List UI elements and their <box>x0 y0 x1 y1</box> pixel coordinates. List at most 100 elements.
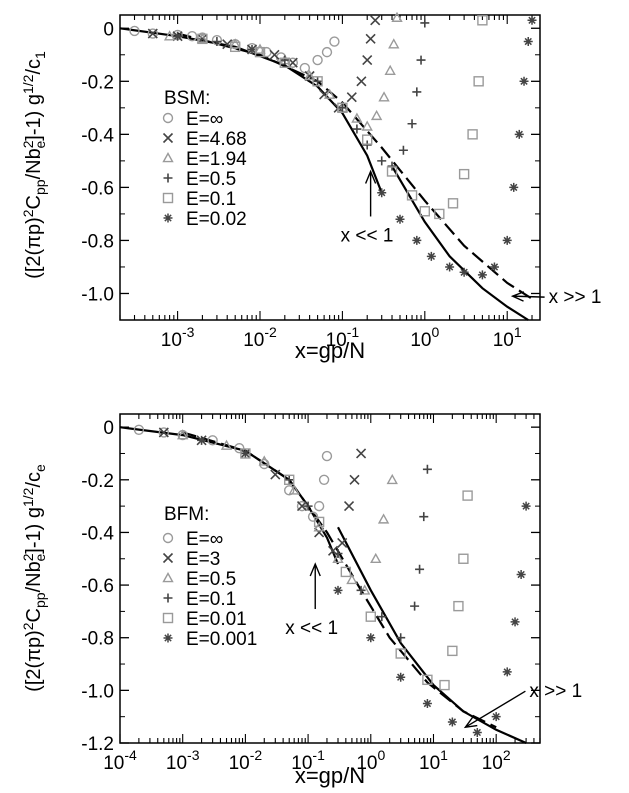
data-point <box>406 190 418 201</box>
data-point <box>288 484 300 495</box>
top-y-axis: 0 -0.2 -0.4 -0.6 -0.8 -1.0 <box>81 19 540 305</box>
legend-title: BFM: <box>164 504 209 525</box>
data-point <box>395 214 405 224</box>
svg-text:([2(πp)2Cpp/Nb2e]-1) g1/2/ce: ([2(πp)2Cpp/Nb2e]-1) g1/2/ce <box>20 464 48 692</box>
data-point <box>473 76 484 87</box>
data-point <box>313 76 323 86</box>
legend-label: E=∞ <box>186 529 223 550</box>
top-annotations: x << 1 x >> 1 <box>341 169 602 308</box>
legend-label: E=0.1 <box>186 189 236 210</box>
data-point <box>377 156 387 166</box>
legend-label: E=0.001 <box>186 629 257 650</box>
annotation-x-large: x >> 1 <box>549 287 602 308</box>
bottom-plot-frame <box>119 413 541 744</box>
data-point <box>434 208 445 220</box>
data-point <box>416 55 426 65</box>
data-point <box>422 674 433 686</box>
data-point <box>196 32 209 44</box>
bottom-panel: 0-0.2-0.4-0.6-0.8-1.0-1.2 10-4 10-3 10-2 10… <box>20 413 582 788</box>
data-point <box>337 103 347 113</box>
data-point <box>356 76 367 87</box>
data-point <box>514 129 524 139</box>
x-tick-label: 10-2 <box>229 747 263 774</box>
data-point <box>378 91 390 102</box>
data-point <box>362 55 373 66</box>
data-point <box>502 235 512 245</box>
data-point <box>177 429 189 440</box>
legend-marker <box>162 132 174 144</box>
annotation-x-small: x << 1 <box>285 618 338 639</box>
data-point <box>489 262 499 272</box>
data-point <box>133 424 145 435</box>
data-point <box>299 62 311 74</box>
data-point <box>163 30 176 41</box>
data-point <box>388 38 400 49</box>
data-point <box>240 448 250 458</box>
data-point <box>329 36 340 47</box>
data-point <box>398 145 408 155</box>
x-tick-label: 10-3 <box>166 747 200 774</box>
data-point <box>220 439 233 450</box>
data-point <box>412 87 422 97</box>
x-tick-label: 10-3 <box>161 324 195 351</box>
data-point <box>391 11 403 22</box>
data-point <box>234 443 245 454</box>
data-point <box>333 548 343 558</box>
legend-label: E=0.1 <box>186 589 236 610</box>
top-data-points <box>129 11 537 280</box>
top-panel: 0 -0.2 -0.4 -0.6 -0.8 -1.0 10-3 10-2 10-1 100 101… <box>20 11 602 363</box>
data-point <box>269 49 280 60</box>
bottom-y-axis: 0 -0.2 -0.4 -0.6 -0.8 -1.0 -1.2 <box>81 418 540 755</box>
legend-marker <box>163 593 173 603</box>
legend-marker <box>162 612 174 624</box>
data-point <box>396 633 406 643</box>
legend-title: BSM: <box>164 88 210 109</box>
data-point <box>370 109 383 121</box>
data-point <box>439 679 450 691</box>
curve-solid <box>337 526 527 745</box>
legend-label: E=0.01 <box>186 609 247 630</box>
data-point <box>420 18 430 28</box>
data-point <box>407 119 417 129</box>
data-point <box>303 70 316 81</box>
data-point <box>129 25 140 37</box>
top-legend: BSM:E=∞E=4.68E=1.94E=0.5E=0.1E=0.02 <box>162 88 247 230</box>
x-tick-label: 100 <box>410 324 439 351</box>
legend-marker <box>163 173 173 183</box>
annotation-x-small: x << 1 <box>341 225 394 246</box>
data-point <box>254 43 266 54</box>
data-point <box>447 198 459 209</box>
y-tick-label: -0.2 <box>81 72 114 93</box>
top-x-axis: 10-3 10-2 10-1 100 101 <box>119 15 533 351</box>
data-point <box>386 473 398 485</box>
data-point <box>312 54 323 66</box>
legend-marker <box>162 112 174 124</box>
data-point <box>462 490 473 501</box>
data-point <box>337 537 348 549</box>
data-point <box>352 124 362 134</box>
y-tick-label: -0.8 <box>81 629 114 650</box>
data-point <box>412 235 422 245</box>
data-point <box>212 37 222 47</box>
legend-label: E=∞ <box>186 109 223 130</box>
data-point <box>332 552 344 564</box>
bottom-data-points <box>133 424 531 737</box>
data-point <box>147 28 158 39</box>
y-tick-label: -0.8 <box>81 231 114 252</box>
data-point <box>415 564 425 574</box>
legend-label: E=4.68 <box>186 129 247 150</box>
data-point <box>158 427 169 438</box>
arrowhead <box>364 169 377 184</box>
bottom-curves <box>119 426 527 745</box>
data-point <box>158 427 170 438</box>
legend-marker <box>162 552 174 564</box>
y-tick-label: -0.2 <box>81 471 114 492</box>
bottom-x-axis-label: x=gp/N <box>295 763 365 788</box>
top-plot-frame <box>119 14 541 321</box>
data-point <box>240 448 251 459</box>
data-point <box>509 182 519 192</box>
data-point <box>410 601 420 611</box>
data-point <box>280 55 290 65</box>
data-point <box>337 102 348 114</box>
data-point <box>447 717 457 727</box>
